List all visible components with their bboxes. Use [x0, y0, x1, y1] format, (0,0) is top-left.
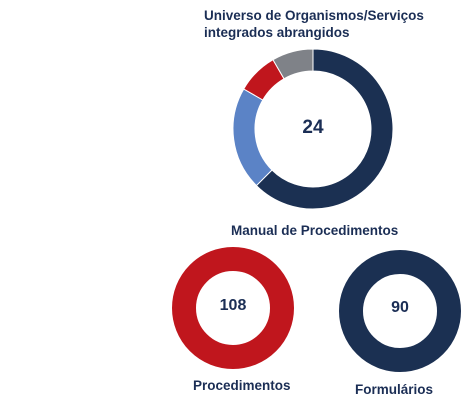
procedimentos-center-value: 108: [219, 297, 247, 314]
top-donut-chart: [232, 48, 394, 210]
manual-section-title: Manual de Procedimentos: [231, 223, 399, 238]
top-donut-center-value: 24: [302, 117, 324, 138]
top-donut-slice-1: [255, 48, 394, 210]
top-donut-slice-2: [232, 88, 273, 187]
procedimentos-ring: [172, 247, 294, 369]
procedimentos-donut: [172, 247, 294, 369]
formularios-donut: [339, 250, 461, 372]
formularios-ring: [339, 250, 461, 372]
top-donut-slices: [232, 48, 394, 210]
procedimentos-label: Procedimentos: [193, 378, 291, 393]
top-donut-slice-4: [272, 48, 314, 80]
formularios-center-value: 90: [391, 299, 409, 316]
formularios-label: Formulários: [355, 382, 434, 397]
top-chart-title: Universo de Organismos/Serviços integrad…: [204, 8, 424, 40]
